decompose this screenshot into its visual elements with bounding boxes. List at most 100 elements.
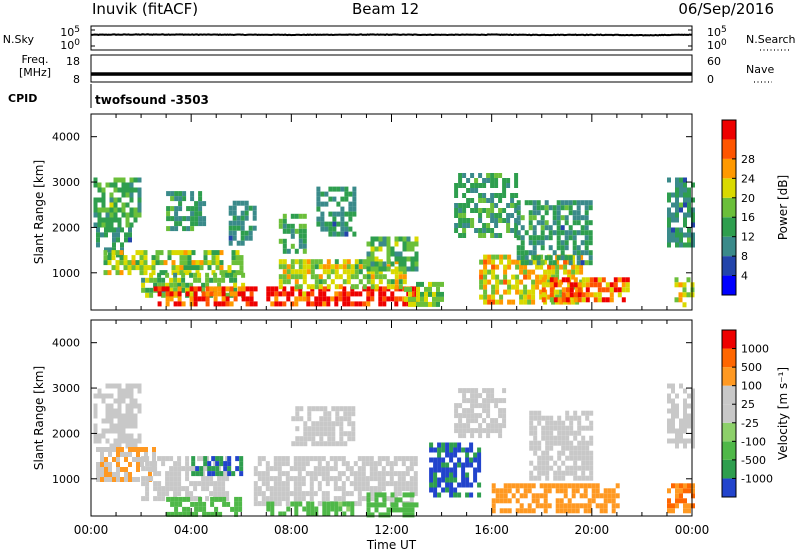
velocity-cell (100, 477, 104, 482)
velocity-cell (321, 456, 326, 462)
velocity-cell (675, 488, 679, 494)
velocity-cell (406, 507, 411, 513)
power-cell (564, 230, 569, 236)
velocity-cell (218, 496, 223, 502)
power-cell (506, 183, 511, 188)
velocity-cell (683, 438, 687, 444)
velocity-cell (491, 488, 496, 494)
power-cell (302, 264, 307, 270)
power-cell (462, 228, 467, 233)
velocity-cell (405, 456, 410, 462)
velocity-cell (133, 383, 138, 389)
power-cell (342, 291, 347, 297)
power-cell (286, 269, 291, 275)
power-cell (528, 235, 533, 241)
power-cell (173, 301, 178, 307)
power-cell (198, 211, 203, 217)
power-cell (111, 255, 116, 261)
velocity-cell (177, 456, 182, 462)
power-cell (173, 291, 178, 297)
velocity-cell (531, 483, 536, 489)
velocity-cell (414, 502, 419, 508)
power-cell (235, 250, 240, 256)
power-cell (495, 289, 500, 295)
power-cell (362, 274, 367, 280)
power-cell (572, 215, 577, 221)
velocity-cell (671, 388, 675, 394)
power-cell (436, 286, 440, 292)
velocity-cell (129, 413, 134, 419)
power-cell (523, 284, 528, 290)
power-cell (270, 291, 275, 297)
velocity-cell (185, 486, 190, 492)
power-cell (560, 245, 565, 251)
power-cell (597, 292, 602, 298)
velocity-cell (587, 508, 592, 514)
power-cell (394, 269, 399, 275)
velocity-cell (108, 462, 112, 467)
velocity-cell (310, 506, 315, 512)
velocity-cell (473, 467, 478, 473)
power-cell (286, 264, 291, 270)
velocity-cell (227, 461, 232, 467)
power-cell (486, 223, 491, 228)
velocity-cell (374, 497, 379, 503)
velocity-cell (577, 450, 582, 456)
power-cell (675, 187, 679, 193)
velocity-cell (166, 496, 171, 502)
power-cell (201, 291, 206, 297)
velocity-cell (366, 507, 371, 513)
velocity-cell (173, 491, 178, 497)
velocity-cell (301, 476, 306, 482)
power-cell (561, 292, 566, 298)
velocity-colorbar-tick-label: -1000 (741, 472, 773, 485)
power-cell (135, 250, 140, 256)
noise-sky-line (90, 33, 693, 37)
velocity-cell (377, 481, 382, 487)
velocity-cell (117, 408, 122, 414)
velocity-cell (503, 508, 508, 514)
velocity-cell (691, 428, 695, 434)
power-cell (318, 284, 323, 290)
velocity-cell (457, 457, 462, 463)
power-cell (166, 216, 171, 222)
power-cell (398, 296, 403, 302)
velocity-cell (691, 413, 695, 419)
power-cell (139, 270, 144, 276)
power-cell (171, 250, 176, 256)
power-cell (563, 259, 568, 265)
velocity-cell (449, 492, 454, 498)
velocity-cell (409, 466, 414, 472)
velocity-cell (323, 416, 328, 422)
power-cell (93, 207, 98, 213)
power-cell (294, 248, 299, 254)
velocity-cell (317, 486, 322, 492)
velocity-cell (290, 501, 295, 507)
velocity-cell (462, 388, 467, 394)
power-cell (588, 200, 593, 206)
power-cell (436, 281, 440, 287)
power-cell (601, 287, 606, 293)
velocity-colorbar-cell (722, 441, 736, 460)
velocity-cell (293, 456, 298, 462)
velocity-cell (523, 508, 528, 514)
power-cell (282, 291, 287, 297)
velocity-cell (683, 498, 687, 504)
velocity-cell (239, 466, 244, 472)
velocity-cell (214, 506, 219, 512)
velocity-cell (691, 403, 695, 409)
velocity-ytick-label: 1000 (52, 473, 80, 486)
power-cell (536, 200, 541, 206)
power-cell (225, 296, 230, 302)
power-cell (382, 266, 387, 272)
velocity-cell (177, 491, 182, 497)
velocity-cell (675, 403, 679, 409)
velocity-cell (313, 471, 318, 477)
velocity-cell (357, 496, 362, 502)
power-cell (555, 264, 560, 270)
power-cell (105, 217, 110, 223)
power-cell (209, 291, 214, 297)
velocity-cell (141, 481, 146, 487)
velocity-cell (477, 457, 482, 463)
power-cell (248, 235, 253, 241)
